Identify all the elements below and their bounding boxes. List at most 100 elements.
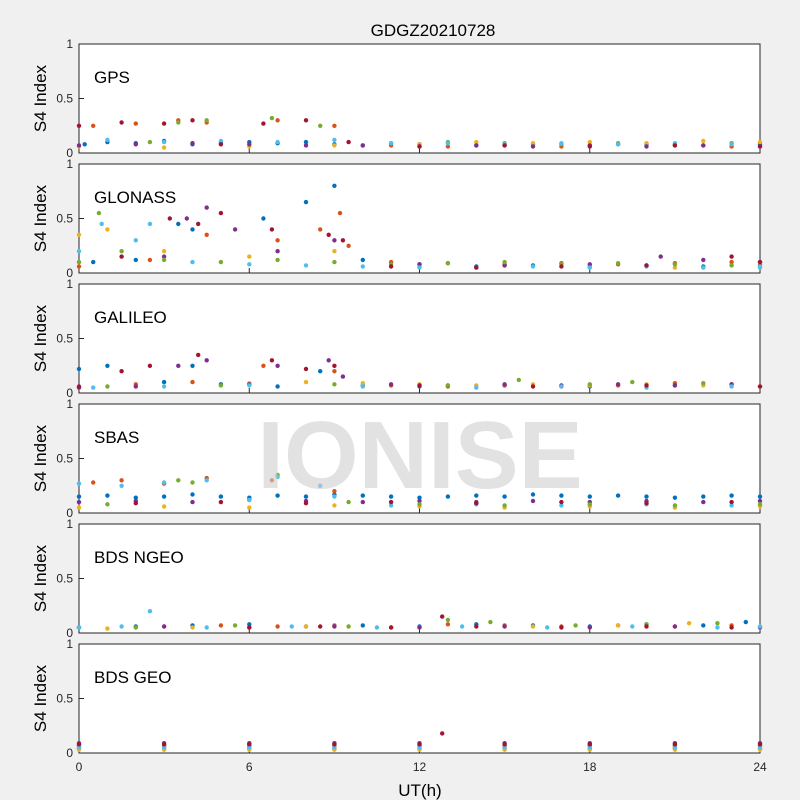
data-point <box>119 369 124 374</box>
data-point <box>701 265 706 270</box>
data-point <box>340 374 346 379</box>
data-point <box>247 142 252 147</box>
data-point <box>76 481 82 486</box>
data-point <box>686 621 692 626</box>
panel-label: GALILEO <box>94 308 167 327</box>
data-point <box>161 249 167 254</box>
data-point <box>105 363 110 368</box>
panel-1: 0 0.5 1 S4 Index GLONASS <box>31 157 763 280</box>
y-tick-label: 1 <box>66 397 73 411</box>
data-point <box>247 497 252 503</box>
data-point <box>76 625 82 630</box>
data-point <box>332 745 337 750</box>
data-point <box>332 624 337 629</box>
panel-4: 0 0.5 1 S4 Index BDS NGEO <box>31 517 763 640</box>
data-point <box>672 265 678 270</box>
data-point <box>445 261 451 266</box>
data-point <box>346 499 351 505</box>
data-point <box>388 625 394 630</box>
data-point <box>332 143 337 148</box>
data-point <box>105 502 110 507</box>
data-point <box>587 742 592 747</box>
data-point <box>502 263 507 268</box>
data-point <box>119 478 124 483</box>
data-point <box>729 142 734 147</box>
data-point <box>161 145 167 150</box>
data-point <box>275 238 280 243</box>
data-point <box>672 143 678 148</box>
data-point <box>474 624 479 629</box>
data-point <box>502 742 507 747</box>
data-point <box>417 745 422 750</box>
x-tick-label: 24 <box>753 760 767 774</box>
data-point <box>672 262 678 267</box>
data-point <box>119 483 124 488</box>
data-point <box>440 614 445 619</box>
y-tick-label: 0 <box>66 266 73 280</box>
data-point <box>133 501 138 506</box>
data-point <box>445 141 451 146</box>
data-point <box>232 623 238 628</box>
data-point <box>388 499 394 505</box>
data-point <box>190 227 195 232</box>
data-point <box>119 249 124 254</box>
data-point <box>218 138 224 144</box>
data-point <box>615 142 621 147</box>
data-point <box>176 221 181 227</box>
data-point <box>757 624 763 629</box>
data-point <box>247 625 252 630</box>
data-point <box>332 137 337 143</box>
data-point <box>161 480 167 485</box>
data-point <box>332 183 337 188</box>
data-point <box>76 143 82 148</box>
data-point <box>261 216 266 221</box>
y-tick-label: 0.5 <box>56 572 73 586</box>
data-point <box>326 232 331 237</box>
data-point <box>204 358 209 363</box>
data-point <box>303 143 309 148</box>
data-point <box>275 118 280 123</box>
data-point <box>147 363 153 368</box>
data-point <box>587 494 592 499</box>
data-point <box>247 742 252 747</box>
data-point <box>247 383 252 388</box>
data-point <box>672 495 678 500</box>
data-point <box>303 501 309 506</box>
data-point <box>757 742 763 747</box>
plot-area <box>78 43 761 154</box>
data-point <box>559 493 564 498</box>
data-point <box>275 363 280 368</box>
data-point <box>672 742 678 747</box>
data-point <box>303 624 309 629</box>
data-point <box>701 494 706 499</box>
y-tick-label: 1 <box>66 277 73 291</box>
data-point <box>729 384 734 389</box>
data-point <box>474 139 479 145</box>
data-point <box>502 503 507 508</box>
data-point <box>204 625 209 630</box>
data-point <box>318 123 323 128</box>
data-point <box>204 118 209 123</box>
data-point <box>729 493 734 498</box>
data-point <box>247 745 252 750</box>
panel-label: GLONASS <box>94 188 176 207</box>
data-point <box>247 254 252 259</box>
data-point <box>502 494 507 499</box>
data-point <box>417 383 422 388</box>
data-point <box>530 624 536 629</box>
data-point <box>445 622 451 627</box>
data-point <box>133 384 138 389</box>
data-point <box>303 366 309 372</box>
y-tick-label: 0 <box>66 746 73 760</box>
y-axis-label: S4 Index <box>31 184 50 252</box>
data-point <box>133 495 138 500</box>
data-point <box>133 121 138 126</box>
x-tick-label: 0 <box>76 760 83 774</box>
panel-label: GPS <box>94 68 130 87</box>
data-point <box>76 232 82 237</box>
data-point <box>218 623 224 628</box>
data-point <box>332 249 337 254</box>
data-point <box>587 265 592 270</box>
data-point <box>360 384 365 389</box>
y-axis-label: S4 Index <box>31 304 50 372</box>
